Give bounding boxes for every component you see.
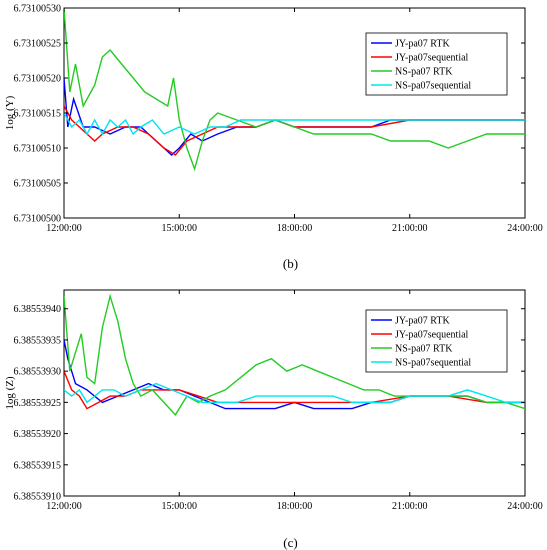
y-tick-label: 6.38553910 — [14, 492, 62, 503]
x-tick-label: 18:00:00 — [277, 223, 313, 234]
x-tick-label: 24:00:00 — [507, 223, 543, 234]
y-tick-label: 6.38553925 — [14, 398, 62, 409]
series-group — [64, 8, 525, 172]
y-tick-label: 6.73100500 — [14, 214, 62, 225]
x-tick-label: 21:00:00 — [392, 223, 428, 234]
y-tick-label: 6.73100525 — [14, 39, 62, 50]
y-tick-label: 6.38553940 — [14, 304, 62, 315]
y-tick-label: 6.38553930 — [14, 367, 62, 378]
chart-panel-c: 12:00:00 15:00:00 18:00:00 21:00:00 24:00:00… — [4, 289, 543, 550]
y-tick-label: 6.38553915 — [14, 460, 62, 471]
y-tick-label: 6.73100520 — [14, 74, 62, 85]
x-tick-label: 12:00:00 — [46, 223, 82, 234]
chart-panel-b: 12:00:00 15:00:00 18:00:00 21:00:00 24:00:00… — [4, 4, 543, 272]
series-line-3 — [64, 112, 525, 136]
legend-entry: NS-pa07 RTK — [395, 67, 453, 78]
y-axis-label: 1og (Y) — [4, 95, 16, 130]
x-tick-label: 15:00:00 — [161, 501, 197, 512]
series-line-3 — [64, 382, 525, 404]
x-tick-label: 24:00:00 — [507, 501, 543, 512]
legend-entry: JY-pa07 RTK — [395, 316, 450, 327]
y-tick-label: 6.73100530 — [14, 4, 62, 15]
x-tick-label: 21:00:00 — [392, 501, 428, 512]
legend-entry: JY-pa07 RTK — [395, 39, 450, 50]
y-axis-label: 1og (Z) — [4, 376, 16, 410]
x-tick-label: 12:00:00 — [46, 501, 82, 512]
legend-entry: JY-pa07sequential — [395, 330, 469, 341]
series-line-1 — [64, 370, 525, 410]
series-line-2 — [64, 8, 525, 172]
x-tick-label: 15:00:00 — [161, 223, 197, 234]
legend-entry: JY-pa07sequential — [395, 53, 469, 64]
y-tick-label: 6.38553920 — [14, 429, 62, 440]
y-tick-label: 6.73100515 — [14, 109, 62, 120]
y-tick-label: 6.38553935 — [14, 335, 62, 346]
legend-entry: NS-pa07sequential — [395, 358, 471, 369]
series-line-1 — [64, 105, 525, 156]
series-group — [64, 293, 525, 416]
x-tick-label: 18:00:00 — [277, 501, 313, 512]
panel-label: (b) — [283, 256, 298, 271]
legend-entry: NS-pa07 RTK — [395, 344, 453, 355]
y-tick-label: 6.73100510 — [14, 144, 62, 155]
legend-entry: NS-pa07sequential — [395, 81, 471, 92]
panel-label: (c) — [283, 535, 297, 550]
y-tick-label: 6.73100505 — [14, 179, 62, 190]
